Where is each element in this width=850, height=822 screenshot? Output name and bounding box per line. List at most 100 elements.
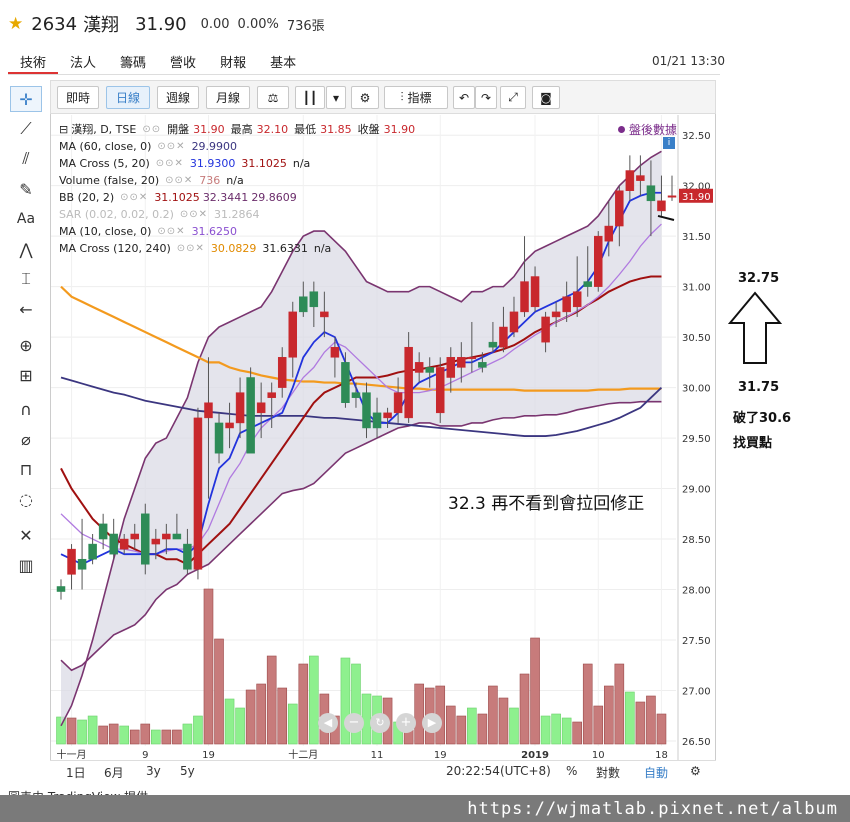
indicators-label: 指標 xyxy=(407,91,432,105)
info-icon[interactable]: i xyxy=(663,137,675,149)
range-1d[interactable]: 1日 xyxy=(66,766,86,780)
legend-sar-label: SAR (0.02, 0.02, 0.2) xyxy=(59,207,174,221)
tab-basic[interactable]: 基本 xyxy=(270,56,297,71)
gear-icon[interactable]: ⚙ xyxy=(351,86,379,109)
chevron-down-icon[interactable]: ▾ xyxy=(326,86,346,109)
tab-revenue[interactable]: 營收 xyxy=(170,56,197,71)
legend-controls-icon[interactable]: ⊙⊙✕ xyxy=(120,191,149,203)
chart-annotation: 32.3 再不看到會拉回修正 xyxy=(448,494,645,514)
legend-controls-icon[interactable]: ⊙⊙✕ xyxy=(157,225,186,237)
range-3y[interactable]: 3y xyxy=(146,764,161,778)
legend-low-label: 最低 xyxy=(294,123,317,136)
tab-financials[interactable]: 財報 xyxy=(220,56,247,71)
redo-icon[interactable]: ↷ xyxy=(475,86,497,109)
realtime-button[interactable]: 即時 xyxy=(57,86,99,109)
post-market-dot-icon xyxy=(618,126,625,133)
fullscreen-icon[interactable]: ⤢ xyxy=(500,86,526,109)
scroll-right-icon[interactable]: ▶ xyxy=(422,713,442,733)
measure-icon[interactable]: ⌶ xyxy=(21,269,31,288)
legend-macross-long-v2: 31.6331 xyxy=(262,241,308,255)
quote-header: ★ 2634 漢翔 31.90 0.00 0.00% 736張 xyxy=(8,10,325,38)
note-break: 破了30.6 xyxy=(733,411,792,426)
reset-icon[interactable]: ↻ xyxy=(370,713,390,733)
range-6m[interactable]: 6月 xyxy=(104,766,124,780)
pattern-icon[interactable]: ⋀ xyxy=(19,239,33,259)
arrow-left-icon[interactable]: ← xyxy=(19,299,33,319)
legend-controls-icon[interactable]: ⊙⊙✕ xyxy=(157,140,186,152)
legend-low: 31.85 xyxy=(320,122,352,136)
note-support-price: 31.75 xyxy=(738,380,780,395)
daily-button[interactable]: 日線 xyxy=(106,86,150,109)
range-5y[interactable]: 5y xyxy=(180,764,195,778)
legend-macross-label: MA Cross (5, 20) xyxy=(59,156,150,170)
brush-icon[interactable]: ✎ xyxy=(19,179,33,199)
tools-icon[interactable]: ✕ xyxy=(19,525,33,545)
range-bar: 1日 6月 3y 5y 20:22:54 (UTC+8) % 對數 自動 ⚙ xyxy=(50,760,716,782)
quote-timestamp: 01/21 13:30 xyxy=(652,54,725,68)
text-tool-icon[interactable]: Aa xyxy=(16,211,36,227)
fib-icon[interactable]: ⫽ xyxy=(22,149,30,168)
camera-icon[interactable]: ◙ xyxy=(532,86,560,109)
trendline-icon[interactable]: ⟋ xyxy=(20,119,32,138)
tab-chips[interactable]: 籌碼 xyxy=(120,56,147,71)
watermark-bar: https://wjmatlab.pixnet.net/album xyxy=(0,795,850,822)
timezone[interactable]: (UTC+8) xyxy=(500,764,551,778)
crosshair-icon[interactable]: ✛ xyxy=(10,86,42,112)
indicators-icon: ⫶ xyxy=(400,90,404,104)
section-tabs: 技術 法人 籌碼 營收 財報 基本 xyxy=(8,50,720,74)
lock-icon[interactable]: ⊓ xyxy=(19,459,33,479)
legend-ma10-value: 31.6250 xyxy=(191,224,238,238)
legend-bb-v3: 29.8609 xyxy=(251,190,297,204)
ruler-icon[interactable]: ⊞ xyxy=(19,365,33,385)
tab-technical[interactable]: 技術 xyxy=(8,50,59,74)
monthly-button[interactable]: 月線 xyxy=(206,86,250,109)
legend-high: 32.10 xyxy=(256,122,289,136)
zoom-icon[interactable]: ⊕ xyxy=(19,335,33,355)
legend-macross-long-v1: 30.0829 xyxy=(210,241,257,255)
legend-open-label: 開盤 xyxy=(167,123,190,136)
zoom-out-icon[interactable]: − xyxy=(344,713,364,733)
legend-close-label: 收盤 xyxy=(357,123,380,136)
lock-drawings-icon[interactable]: ⌀ xyxy=(21,429,31,449)
post-market-label: 盤後數據 xyxy=(629,123,678,137)
undo-icon[interactable]: ↶ xyxy=(453,86,475,109)
star-icon[interactable]: ★ xyxy=(8,14,24,34)
legend-ma60-label: MA (60, close, 0) xyxy=(59,139,152,153)
scroll-left-icon[interactable]: ◀ xyxy=(318,713,338,733)
compare-icon[interactable]: ⚖ xyxy=(257,86,289,109)
log-toggle[interactable]: 對數 xyxy=(596,766,621,780)
auto-scale-toggle[interactable]: 自動 xyxy=(644,766,669,780)
legend-controls-icon[interactable]: ⊙⊙✕ xyxy=(179,208,209,220)
volume-total: 736張 xyxy=(286,18,325,34)
legend-volume-v1: 736 xyxy=(199,173,221,187)
settings-gear-icon[interactable]: ⚙ xyxy=(690,764,701,778)
legend-volume-v2: n/a xyxy=(226,173,244,187)
legend-controls-icon[interactable]: ⊙⊙✕ xyxy=(165,174,194,186)
legend-bb-label: BB (20, 2) xyxy=(59,190,115,204)
candle-type-icon[interactable]: ┃┃ xyxy=(295,86,325,109)
legend-ma10: MA (10, close, 0) ⊙⊙✕ 31.6250 xyxy=(59,223,243,239)
tab-institutional[interactable]: 法人 xyxy=(70,56,97,71)
legend-high-label: 最高 xyxy=(230,123,253,136)
legend-bb: BB (20, 2) ⊙⊙✕ 31.1025 32.3441 29.8609 xyxy=(59,189,303,205)
post-market-link[interactable]: 盤後數據 xyxy=(618,121,677,138)
percent-toggle[interactable]: % xyxy=(566,764,578,778)
legend-collapse-icon[interactable]: ⊟ xyxy=(59,122,69,136)
magnet-icon[interactable]: ∩ xyxy=(20,399,32,419)
legend-macross-v3: n/a xyxy=(292,156,311,170)
legend-macross-long-label: MA Cross (120, 240) xyxy=(59,241,171,255)
legend-controls-icon[interactable]: ⊙⊙✕ xyxy=(176,242,205,254)
hide-icon[interactable]: ◌ xyxy=(19,489,33,509)
legend-sar: SAR (0.02, 0.02, 0.2) ⊙⊙✕ 31.2864 xyxy=(59,206,266,222)
legend-controls-icon[interactable]: ⊙⊙✕ xyxy=(155,157,184,169)
legend-controls-icon[interactable]: ⊙⊙ xyxy=(142,123,162,135)
price-change: 0.00 xyxy=(200,16,230,32)
weekly-button[interactable]: 週線 xyxy=(157,86,199,109)
trash-icon[interactable]: ▥ xyxy=(18,555,34,575)
zoom-in-icon[interactable]: + xyxy=(396,713,416,733)
legend-ma60: MA (60, close, 0) ⊙⊙✕ 29.9900 xyxy=(59,138,243,154)
legend-ma60-value: 29.9900 xyxy=(191,139,238,153)
legend-macross-long-v3: n/a xyxy=(313,241,332,255)
indicators-button[interactable]: ⫶ 指標 xyxy=(384,86,448,109)
